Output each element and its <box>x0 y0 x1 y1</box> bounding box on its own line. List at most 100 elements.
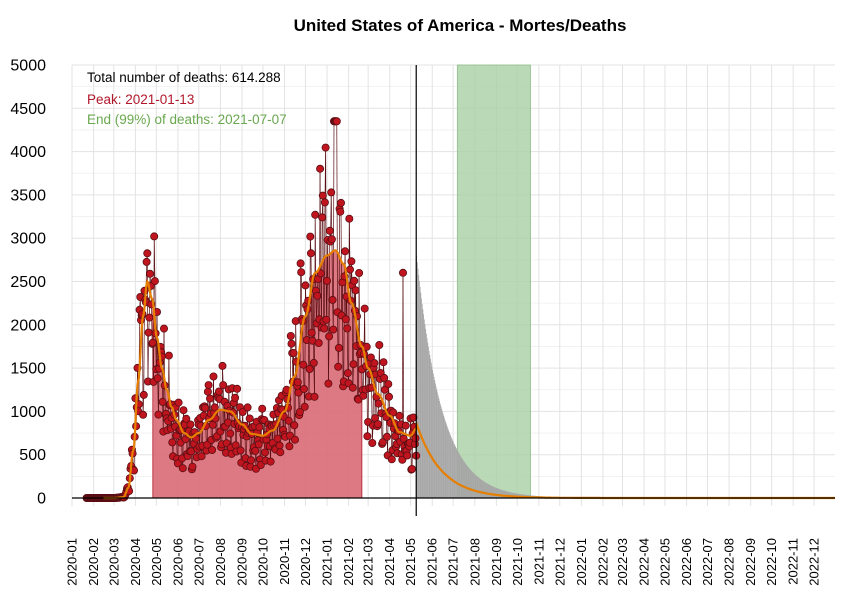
forecast-bar <box>420 292 422 498</box>
observed-point <box>205 394 214 403</box>
forecast-bar <box>442 413 444 498</box>
forecast-bar <box>456 449 458 498</box>
forecast-bar <box>438 398 440 498</box>
observed-points <box>82 117 421 502</box>
forecast-bar <box>498 488 500 498</box>
forecast-bar <box>453 443 455 498</box>
forecast-bar <box>448 430 450 498</box>
observed-point <box>311 210 320 219</box>
observed-stem <box>325 147 327 320</box>
observed-stem <box>332 121 335 330</box>
annotation-end: End (99%) of deaths: 2021-07-07 <box>87 112 287 127</box>
y-tick-label: 1000 <box>10 404 46 421</box>
observed-point <box>318 191 327 200</box>
forecast-bar <box>472 472 474 498</box>
observed-stem <box>323 202 326 329</box>
observed-point <box>173 459 182 468</box>
observed-point <box>251 446 260 455</box>
forecast-bar <box>494 487 496 498</box>
forecast-bar <box>489 484 491 498</box>
observed-point <box>179 406 188 415</box>
forecast-bar <box>479 478 481 498</box>
chart-title: United States of America - Mortes/Deaths <box>294 16 627 35</box>
forecast-bar <box>441 408 443 498</box>
observed-point <box>374 399 383 408</box>
x-tick-label: 2022-10 <box>764 538 779 586</box>
observed-point <box>294 388 303 397</box>
observed-point <box>307 328 316 337</box>
observed-stem <box>147 332 149 382</box>
forecast-bar <box>488 484 490 498</box>
forecast-bar <box>453 442 454 498</box>
observed-point <box>231 393 240 402</box>
observed-point <box>334 362 343 371</box>
forecast-bar <box>458 452 459 498</box>
observed-point <box>322 315 331 324</box>
observed-point <box>316 164 325 173</box>
x-tick-label: 2022-03 <box>615 538 630 586</box>
forecast-bar <box>426 338 428 498</box>
forecast-bar <box>430 358 431 498</box>
x-tick-label: 2020-12 <box>298 538 313 586</box>
forecast-bar <box>466 465 468 498</box>
forecast-bar <box>508 491 510 498</box>
x-tick-label: 2022-01 <box>574 538 589 586</box>
forecast-bar <box>460 455 461 498</box>
forecast-bar <box>465 464 467 498</box>
x-tick-label: 2022-07 <box>700 538 715 586</box>
forecast-bar <box>443 415 445 498</box>
x-tick-label: 2021-01 <box>320 538 335 586</box>
observed-point <box>384 380 393 389</box>
forecast-bar <box>506 491 507 498</box>
observed-point <box>384 392 393 401</box>
forecast-bar <box>423 319 425 498</box>
observed-stem <box>336 121 338 313</box>
x-tick-label: 2020-09 <box>235 538 250 586</box>
forecast-bar <box>491 485 493 498</box>
observed-point <box>349 360 358 369</box>
x-tick-labels: 2020-01 2020-02 2020-03 2020-04 2020-05 2020-… <box>65 538 822 586</box>
observed-point <box>409 413 418 422</box>
forecast-bar <box>432 370 434 498</box>
observed-point <box>210 403 219 412</box>
observed-point <box>379 358 388 367</box>
y-tick-label: 3500 <box>10 187 46 204</box>
observed-point <box>144 328 153 337</box>
forecast-bar <box>451 439 453 498</box>
forecast-bar <box>430 362 432 498</box>
forecast-bar <box>504 490 505 498</box>
forecast-bar <box>425 333 427 498</box>
observed-point <box>324 379 333 388</box>
forecast-bar <box>480 479 482 498</box>
forecast-bar <box>499 489 500 498</box>
highlight-band <box>456 64 531 499</box>
observed-point <box>310 392 319 401</box>
observed-point <box>318 213 327 222</box>
observed-point <box>168 438 177 447</box>
observed-point <box>325 332 334 341</box>
forecast-bar <box>449 434 451 498</box>
forecast-bar <box>457 450 459 498</box>
observed-point <box>287 339 296 348</box>
forecast-bar <box>436 389 438 498</box>
forecast-bar <box>475 475 477 498</box>
observed-point <box>153 374 162 383</box>
observed-point <box>322 276 331 285</box>
y-tick-label: 500 <box>19 447 46 464</box>
forecast-bar <box>439 401 441 498</box>
observed-point <box>403 451 412 460</box>
observed-point <box>285 442 294 451</box>
observed-point <box>366 353 375 362</box>
observed-point <box>208 445 217 454</box>
observed-point <box>351 286 360 295</box>
x-tick-label: 2020-04 <box>128 538 143 586</box>
x-tick-label: 2021-05 <box>403 538 418 586</box>
forecast-bar <box>458 453 460 498</box>
y-tick-label: 0 <box>37 491 46 508</box>
observed-point <box>203 387 212 396</box>
forecast-bar <box>506 491 508 498</box>
forecast-bar <box>425 329 427 498</box>
forecast-bar <box>437 392 438 498</box>
x-tick-label: 2021-06 <box>425 538 440 586</box>
observed-stem <box>346 296 348 329</box>
